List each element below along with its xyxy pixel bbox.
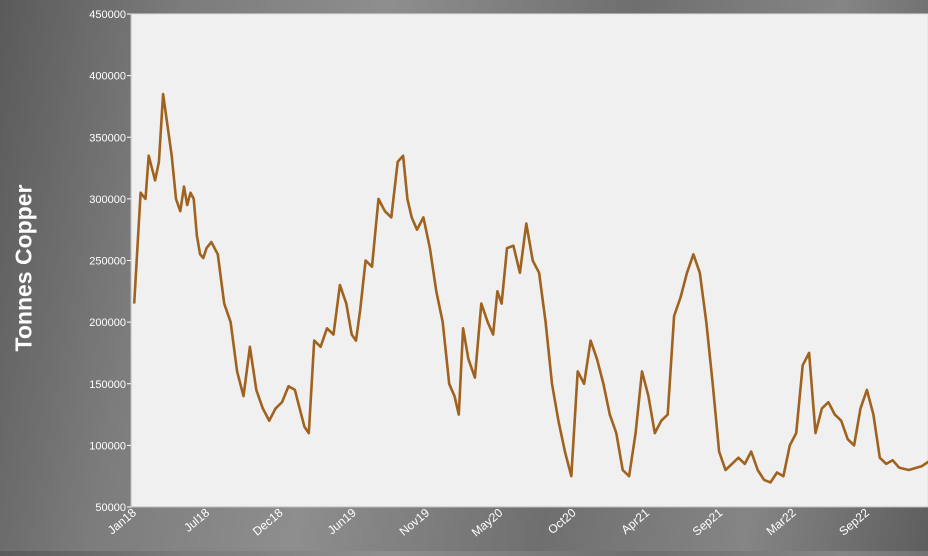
x-axis-ticks: Jan18 Jul18 Dec18 Jun19 Nov19 May20 Oct20 Apr21… bbox=[105, 505, 872, 539]
y-tick-label: 250000 bbox=[89, 256, 126, 268]
x-tick-label: Sep21 bbox=[690, 505, 726, 538]
y-tick-label: 100000 bbox=[89, 440, 126, 452]
y-tick-label: 50000 bbox=[95, 502, 126, 514]
x-tick-label: Sep22 bbox=[836, 505, 872, 538]
x-tick-label: Jun19 bbox=[325, 505, 359, 537]
y-axis-ticks: 50000 100000 150000 200000 250000 300000 35000… bbox=[89, 9, 131, 514]
y-tick-label: 150000 bbox=[89, 379, 126, 391]
series-layer bbox=[132, 92, 928, 484]
x-tick-label: Oct20 bbox=[545, 505, 579, 537]
x-tick-label: Nov19 bbox=[397, 505, 433, 538]
x-tick-label: Jul18 bbox=[181, 505, 212, 534]
x-tick-label: May20 bbox=[469, 505, 506, 539]
y-tick-label: 400000 bbox=[89, 71, 126, 83]
x-tick-label: Dec18 bbox=[250, 505, 286, 538]
plot-area bbox=[130, 13, 928, 508]
y-tick-label: 350000 bbox=[89, 132, 126, 144]
x-tick-label: Apr21 bbox=[618, 505, 652, 537]
y-tick-label: 300000 bbox=[89, 194, 126, 206]
series-line bbox=[132, 92, 928, 484]
y-tick-label: 200000 bbox=[89, 317, 126, 329]
y-tick-label: 450000 bbox=[89, 9, 126, 21]
y-axis-title: Tonnes Copper bbox=[10, 184, 37, 352]
x-tick-label: Mar22 bbox=[764, 505, 799, 538]
